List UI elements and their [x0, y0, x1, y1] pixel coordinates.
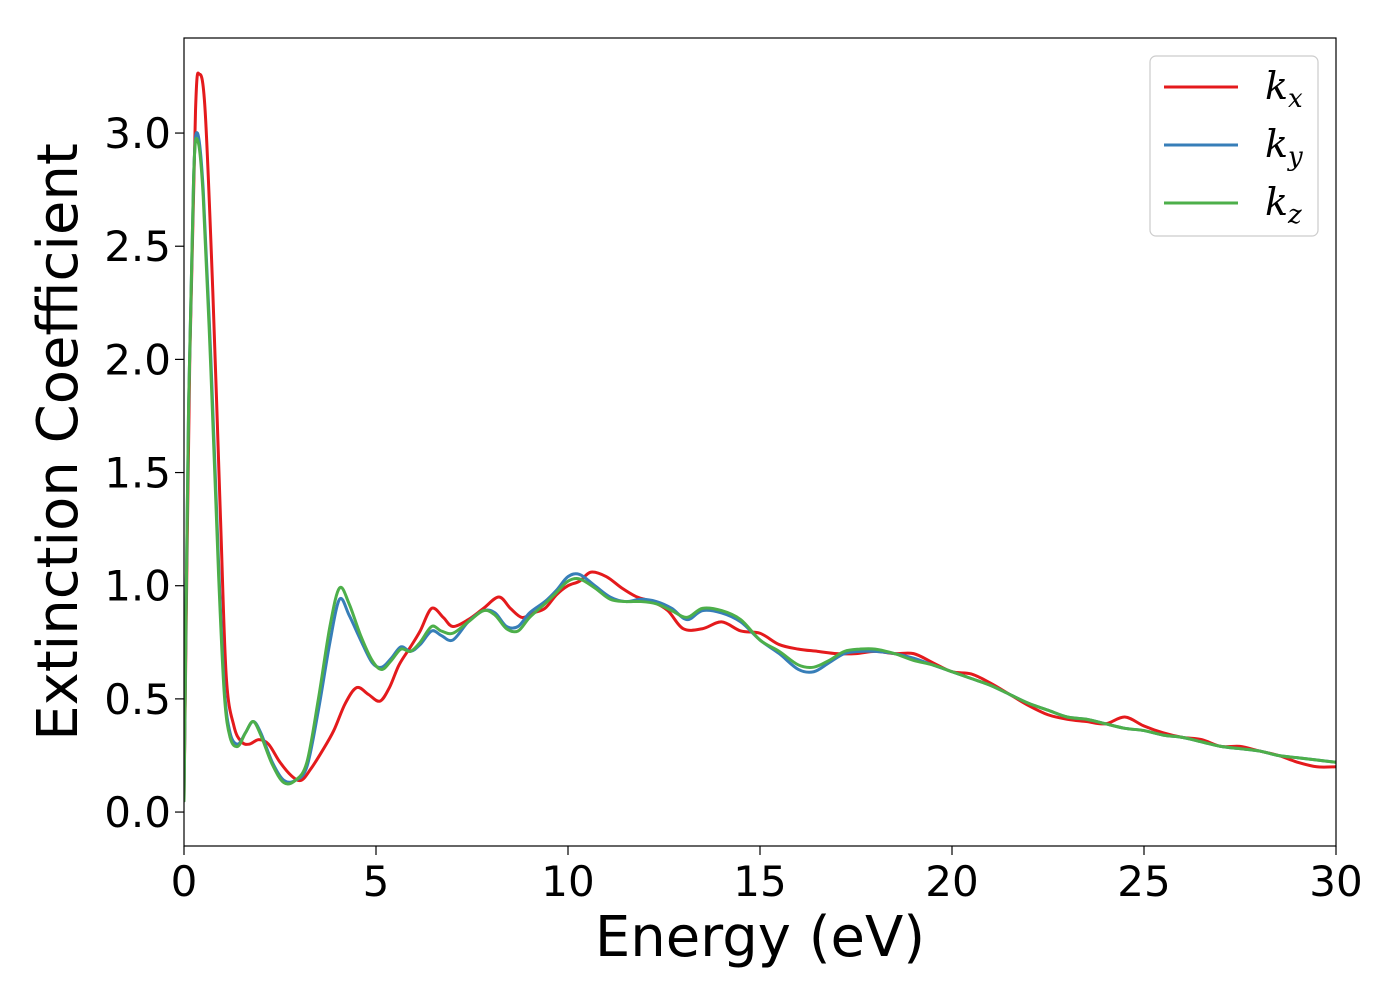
y-tick-label: 3.0	[104, 109, 171, 158]
y-axis-label: Extinction Coefficient	[26, 143, 91, 741]
legend-label-kz: kz	[1265, 180, 1302, 230]
x-tick-label: 15	[733, 857, 786, 906]
x-tick-label: 5	[363, 857, 390, 906]
series-line-kx	[184, 71, 1336, 803]
x-axis: 0 5 10 15 20 25 30	[171, 846, 1363, 906]
y-tick-label: 1.0	[104, 562, 171, 611]
x-tick-label: 25	[1117, 857, 1170, 906]
y-tick-label: 0.0	[104, 788, 171, 837]
series-layer	[184, 71, 1336, 803]
y-tick-label: 2.5	[104, 222, 171, 271]
x-tick-label: 20	[925, 857, 978, 906]
x-tick-label: 0	[171, 857, 198, 906]
x-axis-label: Energy (eV)	[595, 905, 925, 970]
y-tick-label: 2.0	[104, 335, 171, 384]
y-axis: 0.0 0.5 1.0 1.5 2.0 2.5 3.0	[104, 109, 184, 837]
x-tick-label: 10	[541, 857, 594, 906]
x-tick-label: 30	[1309, 857, 1362, 906]
y-tick-label: 1.5	[104, 449, 171, 498]
y-tick-label: 0.5	[104, 675, 171, 724]
series-line-kz	[184, 136, 1336, 803]
